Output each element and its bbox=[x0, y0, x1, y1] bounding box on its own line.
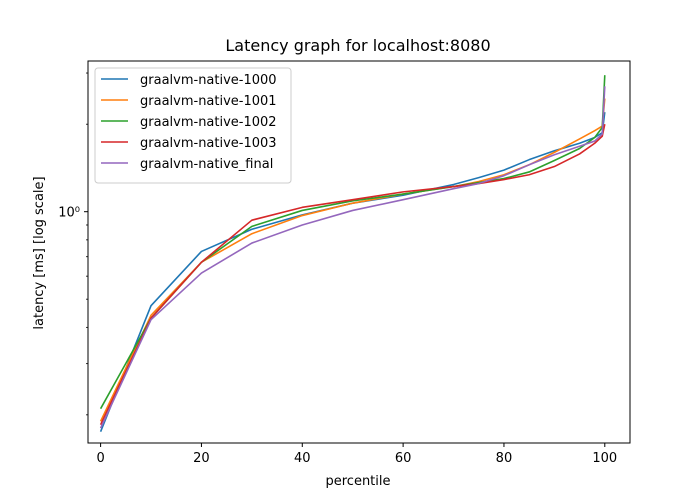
x-tick-label-80: 80 bbox=[496, 451, 513, 466]
legend-label-1: graalvm-native-1001 bbox=[140, 94, 277, 109]
plot-lines bbox=[99, 75, 606, 432]
plot-frame bbox=[87, 60, 631, 444]
series-line-3 bbox=[99, 124, 606, 426]
x-tick-label-0: 0 bbox=[96, 451, 104, 466]
legend-label-0: graalvm-native-1000 bbox=[140, 73, 277, 88]
x-tick-label-60: 60 bbox=[395, 451, 412, 466]
chart-title: Latency graph for localhost:8080 bbox=[225, 36, 490, 55]
x-tick-label-40: 40 bbox=[294, 451, 311, 466]
legend-label-3: graalvm-native-1003 bbox=[140, 136, 277, 151]
series-line-4 bbox=[99, 86, 606, 429]
legend-box bbox=[94, 67, 292, 184]
x-tick-label-20: 20 bbox=[193, 451, 210, 466]
y-axis-label: latency [ms] [log scale] bbox=[32, 176, 47, 329]
legend-label-4: graalvm-native_final bbox=[140, 157, 273, 172]
legend-label-2: graalvm-native-1002 bbox=[140, 115, 277, 130]
axes: 0 20 40 60 80 100 10⁰ bbox=[58, 60, 631, 466]
y-tick-label-0: 10⁰ bbox=[58, 206, 80, 221]
legend: graalvm-native-1000 graalvm-native-1001 gr… bbox=[94, 67, 292, 184]
x-axis-label: percentile bbox=[325, 474, 390, 489]
x-tick-label-100: 100 bbox=[592, 451, 617, 466]
